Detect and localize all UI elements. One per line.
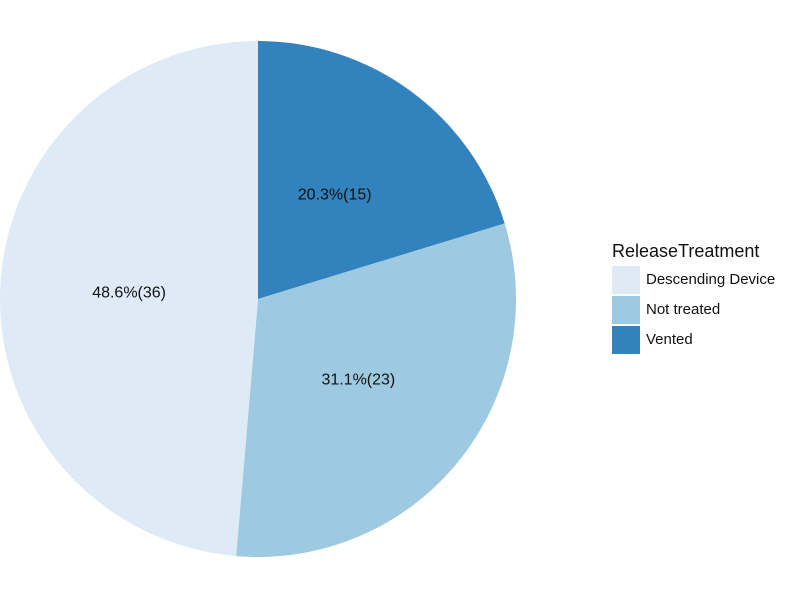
pie-slice: [0, 41, 258, 557]
legend-label: Descending Device: [646, 271, 775, 288]
legend-key: [612, 266, 640, 294]
legend-title: ReleaseTreatment: [612, 241, 759, 261]
legend-label: Vented: [646, 331, 693, 348]
legend-key: [612, 296, 640, 324]
pie-slice: [236, 223, 517, 557]
data-label: 20.3%(15): [298, 187, 372, 204]
legend-label: Not treated: [646, 301, 720, 318]
data-label: 48.6%(36): [92, 285, 166, 302]
pie-slice: [258, 41, 505, 299]
data-label: 31.1%(23): [321, 371, 395, 388]
legend-key: [612, 326, 640, 354]
